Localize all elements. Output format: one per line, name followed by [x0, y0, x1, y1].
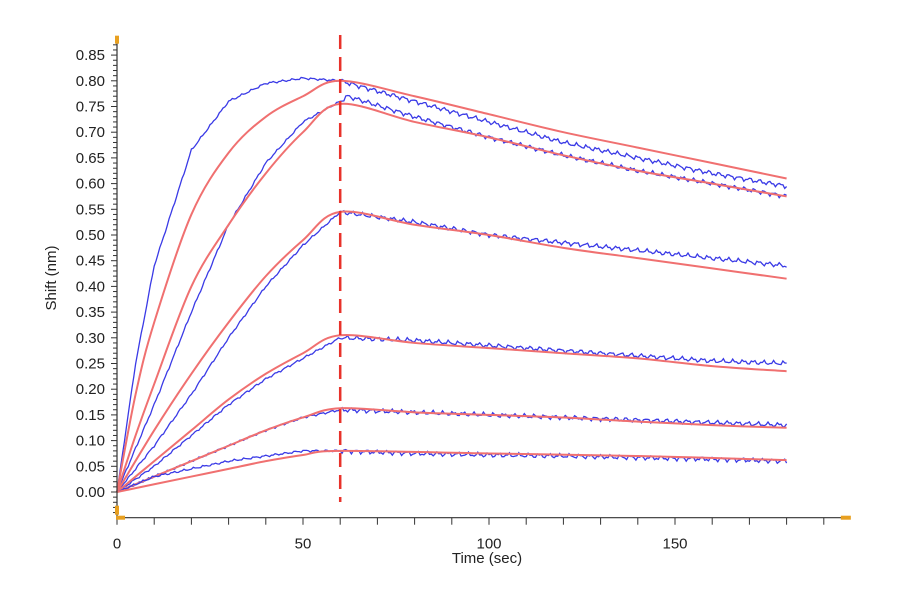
- y-tick-label: 0.75: [76, 99, 105, 116]
- fit-curve: [116, 102, 787, 493]
- y-tick-label: 0.60: [76, 176, 105, 193]
- y-tick-label: 0.65: [76, 150, 105, 167]
- x-tick-label: 50: [295, 536, 312, 553]
- y-tick-label: 0.45: [76, 253, 105, 270]
- y-tick-label: 0.10: [76, 433, 105, 450]
- fit-curve: [116, 79, 787, 493]
- y-tick-label: 0.35: [76, 304, 105, 321]
- y-tick-label: 0.05: [76, 458, 105, 475]
- data-curve: [116, 448, 788, 493]
- x-tick-label: 100: [476, 536, 501, 553]
- y-tick-label: 0.80: [76, 73, 105, 90]
- y-axis-top-handle: [115, 35, 119, 44]
- data-curve: [116, 76, 788, 493]
- y-tick-label: 0.00: [76, 484, 105, 501]
- data-curve: [116, 334, 787, 493]
- x-axis-title: Time (sec): [452, 550, 522, 567]
- data-curve: [116, 94, 787, 493]
- x-tick-label: 150: [662, 536, 687, 553]
- series-layer: [116, 35, 788, 502]
- fit-curve: [116, 333, 787, 493]
- y-tick-label: 0.85: [76, 47, 105, 64]
- y-axis-title: Shift (nm): [43, 245, 60, 310]
- fit-curve: [116, 210, 787, 493]
- y-tick-label: 0.70: [76, 124, 105, 141]
- x-axis-left-handle: [116, 515, 125, 520]
- y-tick-label: 0.55: [76, 201, 105, 218]
- x-axis-right-handle: [840, 515, 851, 520]
- y-tick-label: 0.15: [76, 407, 105, 424]
- fit-curve: [116, 407, 787, 493]
- y-axis-bottom-handle: [115, 505, 119, 515]
- y-tick-label: 0.40: [76, 278, 105, 295]
- y-tick-label: 0.30: [76, 330, 105, 347]
- y-tick-label: 0.50: [76, 227, 105, 244]
- fit-curve: [116, 449, 787, 493]
- y-tick-label: 0.25: [76, 356, 105, 373]
- x-tick-label: 0: [113, 536, 121, 553]
- y-tick-label: 0.20: [76, 381, 105, 398]
- axes-layer: 0.00 0.05 0.10 0.15 0.20 0.25 0.30 0.35 0.40 0.45…: [76, 35, 851, 553]
